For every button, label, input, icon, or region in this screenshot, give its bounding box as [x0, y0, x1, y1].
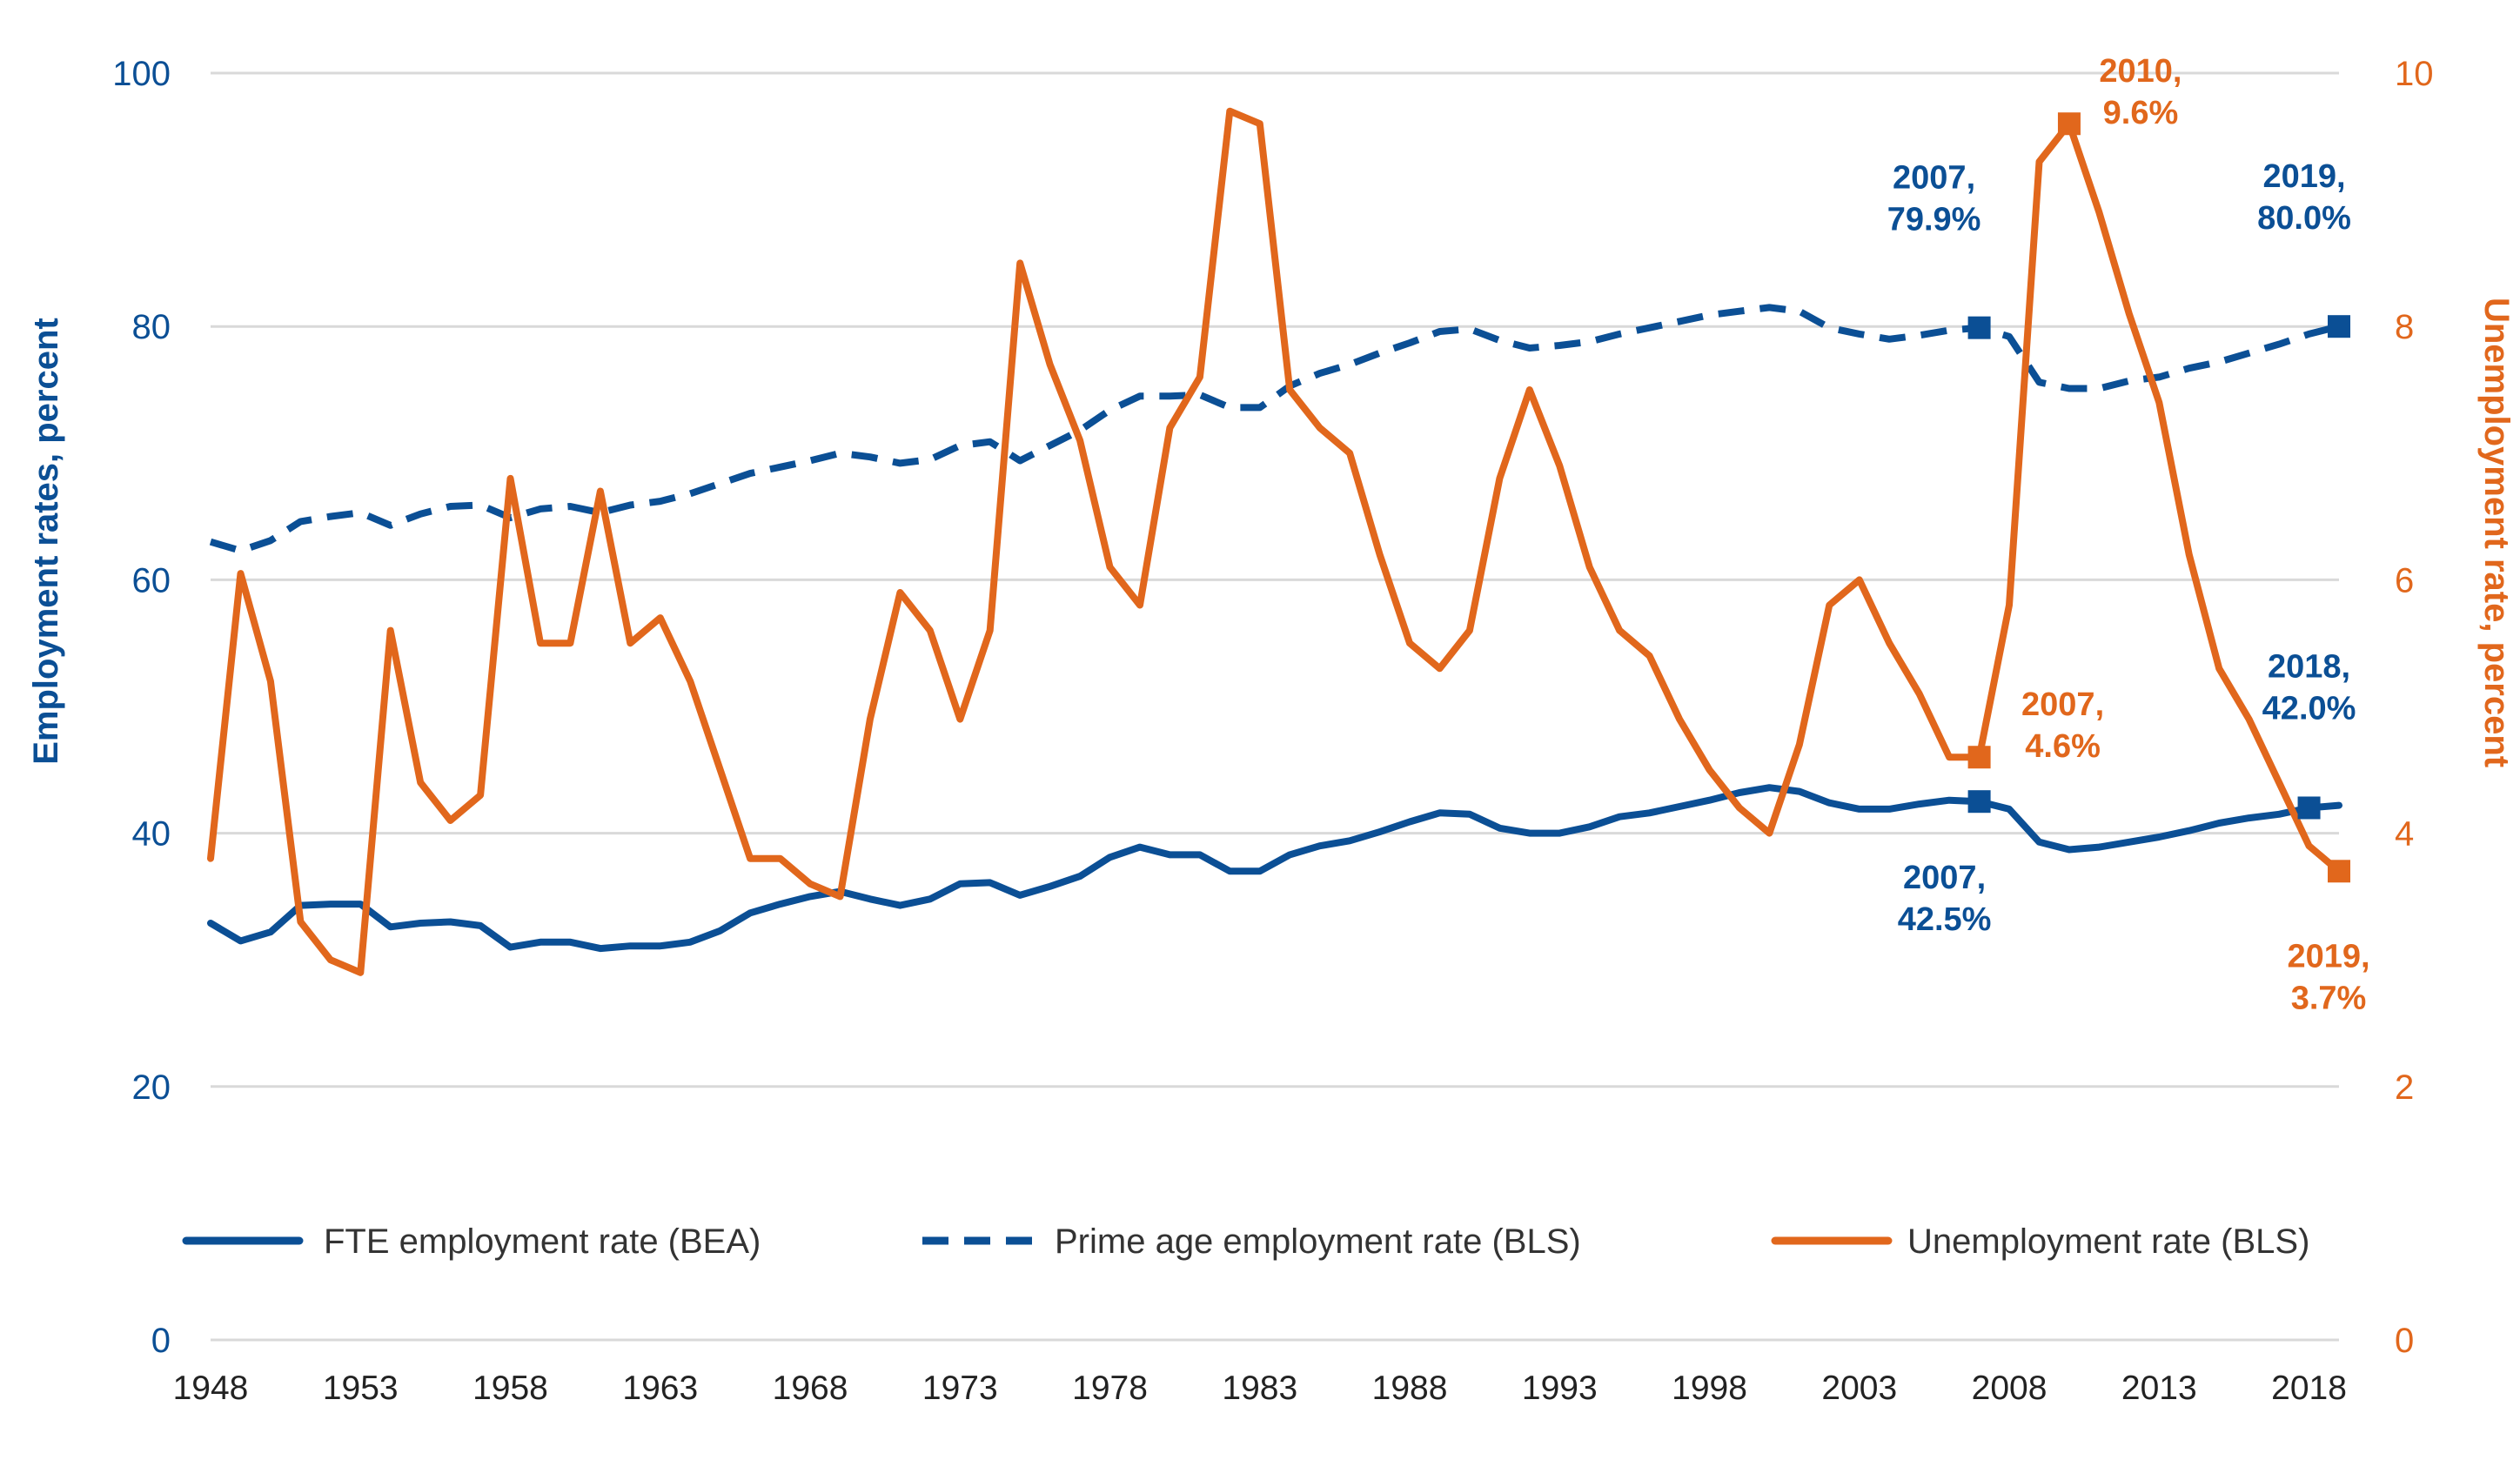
- annotations: 2007, 42.5% 2018, 42.0% 2007, 79.9% 2019, 80.0%…: [1887, 53, 2370, 1016]
- legend-label-2: Prime age employment rate (BLS): [1055, 1222, 1581, 1261]
- y-left-axis-title: Employment rates, percent: [27, 318, 65, 765]
- x-tick-label: 2003: [1821, 1370, 1897, 1407]
- marker-prime-2007: [1967, 316, 1991, 339]
- y-left-tick-label: 40: [132, 815, 171, 854]
- gridlines: [211, 71, 2339, 1342]
- x-tick-label: 1998: [1672, 1370, 1747, 1407]
- annotation-unemp-2007-value: 4.6%: [2025, 728, 2101, 765]
- series-line-1: [207, 784, 2342, 953]
- legend: FTE employment rate (BEA) Prime age emplo…: [182, 1222, 2309, 1261]
- y-right-tick-label: 8: [2395, 308, 2414, 346]
- y-left-tick-label: 60: [132, 561, 171, 599]
- marker-fte-2018: [2297, 796, 2321, 820]
- annotation-unemp-2007-year: 2007,: [2021, 686, 2104, 723]
- y-right-tick-label: 4: [2395, 815, 2414, 854]
- annotation-prime-2019-value: 80.0%: [2257, 200, 2351, 237]
- x-tick-label: 2013: [2121, 1370, 2197, 1407]
- annotation-unemp-2010-value: 9.6%: [2103, 95, 2179, 131]
- x-tick-label: 1963: [622, 1370, 698, 1407]
- marker-prime-2019: [2328, 315, 2350, 338]
- annotation-unemp-2019-year: 2019,: [2287, 938, 2369, 974]
- annotation-prime-2019-year: 2019,: [2262, 158, 2345, 195]
- x-tick-label: 1958: [473, 1370, 548, 1407]
- marker-fte-2007: [1967, 790, 1991, 814]
- point-markers: [1967, 112, 2350, 883]
- legend-label-3: Unemployment rate (BLS): [1907, 1222, 2309, 1261]
- annotation-unemp-2010-year: 2010,: [2099, 53, 2182, 90]
- y-left-tick-label: 80: [132, 308, 171, 346]
- y-right-axis-title: Unemployment rate, percent: [2477, 298, 2516, 767]
- y-right-tick-label: 0: [2395, 1322, 2414, 1360]
- annotation-fte-2018-year: 2018,: [2268, 648, 2350, 685]
- annotation-fte-2007-value: 42.5%: [1898, 901, 1992, 938]
- x-tick-label: 1993: [1522, 1370, 1598, 1407]
- x-tick-label: 1948: [173, 1370, 249, 1407]
- y-right-tick-label: 6: [2395, 561, 2414, 599]
- y-right-tick-label: 10: [2395, 55, 2434, 93]
- x-tick-label: 2008: [1972, 1370, 2048, 1407]
- series-line-3: [207, 107, 2342, 976]
- x-tick-label: 1968: [773, 1370, 848, 1407]
- annotation-fte-2018-value: 42.0%: [2262, 690, 2356, 727]
- y-left-tick-label: 0: [151, 1322, 171, 1360]
- x-tick-label: 1978: [1072, 1370, 1148, 1407]
- y-left-tick-label: 100: [112, 55, 171, 93]
- annotation-unemp-2019-value: 3.7%: [2291, 980, 2367, 1016]
- series-lines: [207, 107, 2342, 976]
- marker-unemp-2010: [2057, 112, 2081, 136]
- marker-unemp-2007: [1967, 746, 1991, 769]
- x-tick-label: 1953: [323, 1370, 399, 1407]
- y-right-tick-label: 2: [2395, 1068, 2414, 1107]
- x-tick-label: 1983: [1222, 1370, 1297, 1407]
- x-tick-label: 1988: [1372, 1370, 1448, 1407]
- annotation-prime-2007-year: 2007,: [1893, 160, 1975, 197]
- annotation-prime-2007-value: 79.9%: [1887, 202, 1981, 238]
- legend-label-1: FTE employment rate (BEA): [324, 1222, 761, 1261]
- x-tick-label: 1973: [922, 1370, 998, 1407]
- axes: 0 20 40 60 80 100 0 2 4 6 8 10 1948 1953 1958 1963 1968 1…: [27, 55, 2516, 1407]
- y-left-tick-label: 20: [132, 1068, 171, 1107]
- marker-unemp-2019: [2328, 860, 2350, 883]
- annotation-fte-2007-year: 2007,: [1903, 860, 1986, 896]
- x-tick-label: 2018: [2271, 1370, 2347, 1407]
